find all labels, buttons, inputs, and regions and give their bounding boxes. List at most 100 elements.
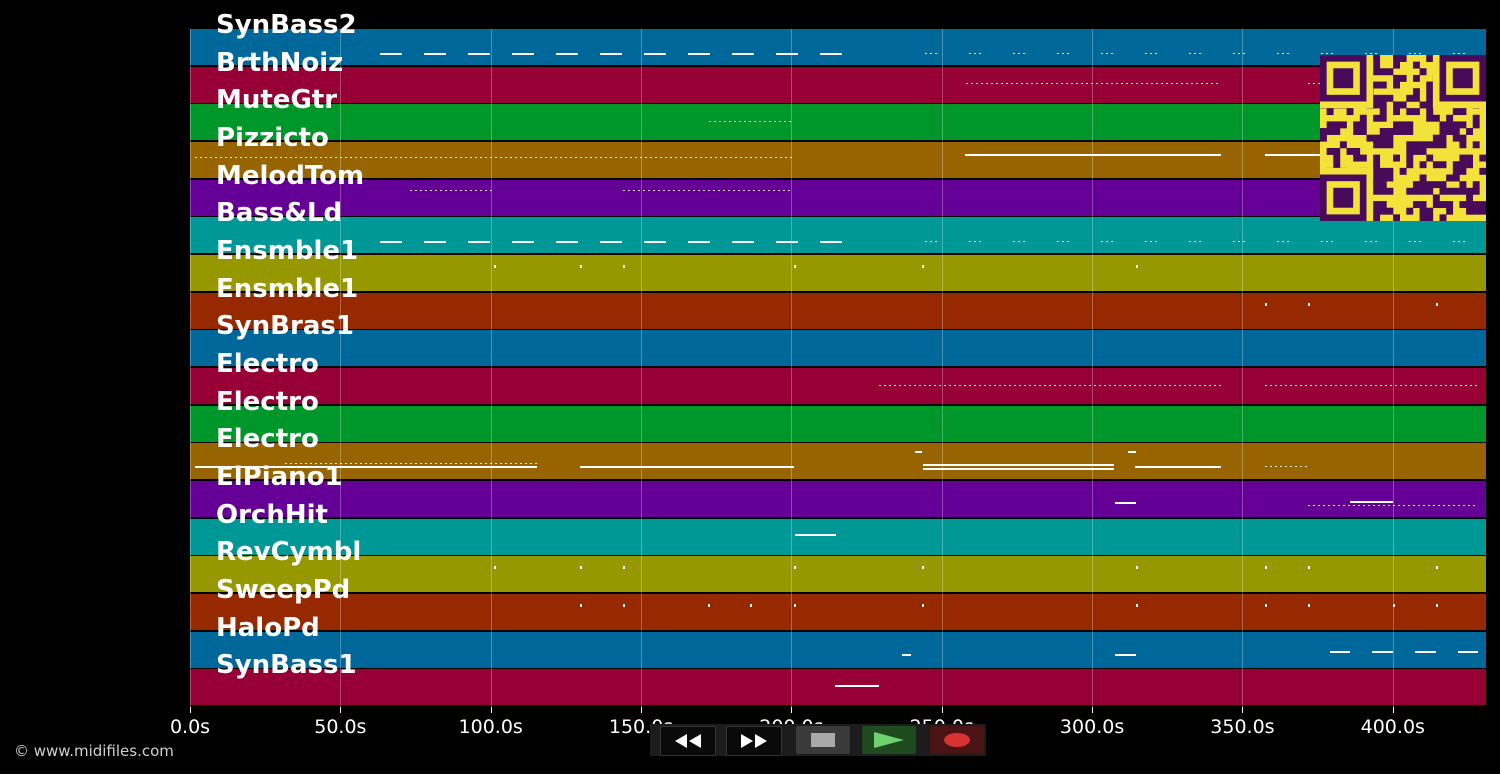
time-tick-mark: [941, 707, 943, 713]
note-mark: [1013, 53, 1025, 54]
note-mark: [1409, 53, 1421, 54]
note-mark: [1308, 604, 1310, 608]
track-label: Electro: [216, 386, 319, 417]
note-mark: [794, 265, 796, 269]
note-mark: [195, 466, 537, 469]
note-mark: [644, 53, 666, 55]
note-mark: [556, 241, 578, 244]
track-lane[interactable]: [190, 518, 1486, 555]
track-lane[interactable]: [190, 179, 1486, 216]
note-mark: [965, 154, 1221, 156]
time-tick-mark: [190, 707, 191, 713]
note-mark: [195, 157, 792, 158]
note-mark: [644, 241, 666, 244]
track-lane[interactable]: [190, 669, 1486, 706]
time-tick-mark: [490, 707, 492, 713]
time-tick-label: 50.0s: [314, 716, 367, 738]
note-mark: [1265, 302, 1267, 306]
note-mark: [1458, 650, 1478, 653]
note-mark: [1136, 265, 1138, 269]
track-label: MuteGtr: [216, 85, 338, 116]
note-mark: [688, 53, 710, 55]
track-label: SweepPd: [216, 575, 351, 606]
stop-button[interactable]: [796, 726, 850, 754]
time-gridline: [791, 29, 793, 707]
note-mark: [1128, 451, 1136, 454]
note-mark: [776, 53, 798, 55]
track-lane[interactable]: [190, 631, 1486, 668]
play-icon: [874, 732, 904, 748]
track-lane[interactable]: [190, 368, 1486, 405]
note-mark: [556, 53, 578, 55]
track-lane[interactable]: [190, 292, 1486, 329]
track-label: SynBras1: [216, 311, 354, 342]
note-mark: [468, 53, 490, 55]
record-button[interactable]: [930, 726, 984, 754]
note-mark: [1321, 53, 1333, 54]
note-mark: [494, 566, 496, 570]
track-lane[interactable]: [190, 217, 1486, 254]
track-lane[interactable]: [190, 556, 1486, 593]
note-mark: [1265, 604, 1267, 608]
note-mark: [380, 53, 402, 55]
track-lane[interactable]: [190, 443, 1486, 480]
qr-code-icon: [1320, 55, 1487, 222]
track-lane[interactable]: [190, 29, 1486, 65]
note-mark: [922, 566, 924, 570]
note-mark: [1453, 53, 1465, 54]
fast-forward-button[interactable]: [726, 726, 782, 756]
note-mark: [1115, 502, 1136, 505]
note-mark: [1101, 53, 1113, 54]
record-icon: [944, 733, 970, 747]
note-mark: [623, 265, 625, 269]
track-label: Pizzicto: [216, 123, 329, 153]
track-label: RevCymbl: [216, 537, 362, 568]
time-tick-label: 300.0s: [1059, 716, 1125, 738]
note-mark: [424, 241, 446, 244]
note-mark: [1136, 604, 1138, 608]
track-label: MelodTom: [216, 160, 365, 191]
note-mark: [922, 604, 924, 608]
note-mark: [820, 241, 842, 244]
track-label: SynBass1: [216, 650, 357, 681]
note-mark: [1135, 466, 1221, 469]
track-lane[interactable]: [190, 481, 1486, 518]
note-mark: [1233, 53, 1245, 54]
time-gridline: [1092, 29, 1094, 707]
note-mark: [1101, 241, 1113, 243]
play-button[interactable]: [862, 726, 916, 754]
time-gridline: [490, 29, 492, 707]
note-mark: [512, 53, 534, 55]
note-mark: [1453, 241, 1465, 243]
note-mark: [285, 463, 537, 465]
track-lane[interactable]: [190, 330, 1486, 367]
track-lane[interactable]: [190, 405, 1486, 442]
note-mark: [1365, 241, 1377, 243]
note-mark: [1372, 650, 1393, 653]
copyright-text: © www.midifiles.com: [14, 742, 174, 760]
rewind-button[interactable]: [660, 726, 716, 756]
note-mark: [600, 241, 622, 244]
track-lane[interactable]: [190, 66, 1486, 103]
note-mark: [688, 241, 710, 244]
track-lane[interactable]: [190, 142, 1486, 178]
note-mark: [879, 385, 1221, 387]
note-mark: [580, 566, 582, 570]
time-tick-label: 0.0s: [169, 716, 211, 738]
track-label: Ensmble1: [216, 273, 359, 304]
note-mark: [1308, 302, 1310, 306]
note-mark: [1436, 604, 1438, 608]
note-mark: [1189, 241, 1201, 243]
time-tick-mark: [1392, 707, 1394, 713]
note-mark: [580, 604, 582, 608]
note-mark: [1115, 653, 1136, 656]
note-mark: [820, 53, 842, 55]
note-mark: [468, 241, 490, 244]
note-mark: [966, 82, 1220, 84]
playback-controls: [650, 724, 986, 756]
track-lane[interactable]: [190, 594, 1486, 631]
track-lane[interactable]: [190, 104, 1486, 141]
piano-roll[interactable]: [190, 29, 1486, 707]
track-lane[interactable]: [190, 255, 1486, 292]
note-mark: [600, 53, 622, 55]
